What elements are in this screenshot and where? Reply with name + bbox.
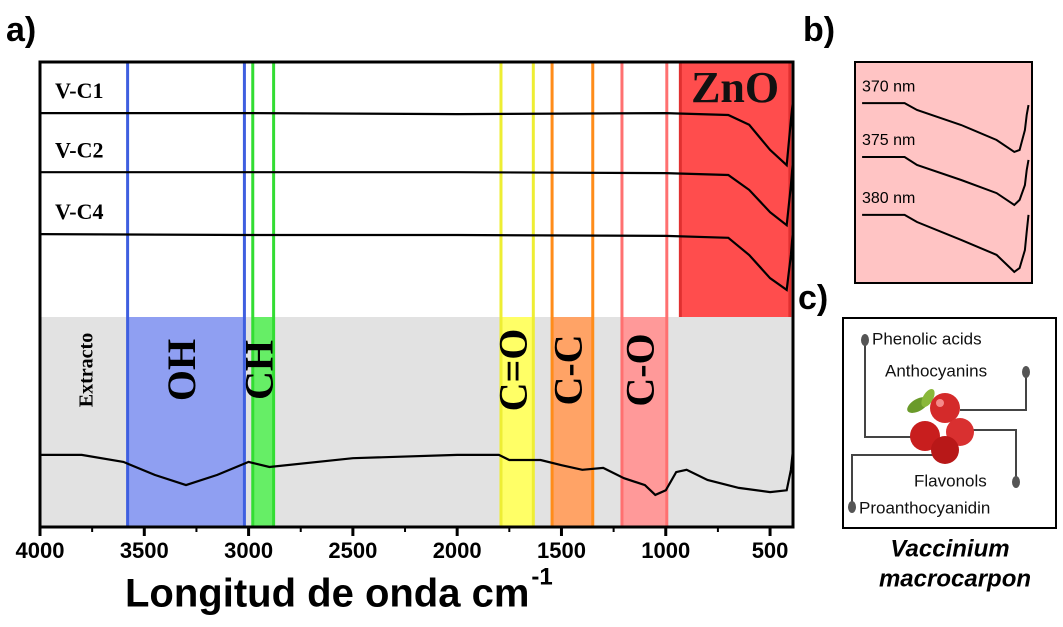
spectrum-line — [40, 99, 795, 168]
plot-frame — [38, 60, 795, 529]
band-label: ZnO — [691, 63, 779, 112]
panel-c: Phenolic acids Anthocyanins Flavonols Pr… — [842, 317, 1057, 592]
x-tick-label: 3000 — [224, 538, 273, 563]
band-label: C-O — [618, 333, 663, 406]
band — [680, 62, 790, 317]
x-axis-label-superscript: -1 — [531, 563, 552, 590]
series-label: V-C2 — [55, 137, 103, 162]
x-tick-label: 2500 — [328, 538, 377, 563]
panel-a: OH CH C=O C-C C-O ZnO V-C1 V-C2 V-C4 Extracto 4000… — [16, 60, 795, 616]
series-label: 370 nm — [862, 78, 915, 95]
band — [252, 317, 274, 527]
berries-icon — [907, 388, 974, 464]
band — [500, 317, 534, 527]
x-tick-label: 3500 — [120, 538, 169, 563]
band-label: C=O — [490, 329, 535, 412]
band — [552, 317, 593, 527]
series-label: Extracto — [76, 333, 98, 407]
x-tick-label: 500 — [752, 538, 789, 563]
species-name: Vaccinium — [890, 535, 1009, 562]
band-label: CH — [236, 340, 281, 400]
panel-b: 370 nm 375 nm 380 nm — [854, 61, 1033, 284]
species-name: macrocarpon — [879, 565, 1031, 592]
spectrum-line — [40, 160, 795, 228]
compound-label: Flavonols — [914, 471, 987, 490]
compound-label: Anthocyanins — [885, 361, 987, 380]
absorbance-line — [862, 213, 1030, 274]
spectrum-line — [39, 229, 795, 292]
x-tick-label: 1500 — [537, 538, 586, 563]
series-label: 375 nm — [862, 132, 915, 149]
series-label: 380 nm — [862, 190, 915, 207]
x-axis-label: Longitud de onda cm — [125, 572, 529, 616]
connector-dots — [848, 334, 1030, 513]
x-tick-label: 2000 — [433, 538, 482, 563]
compound-label: Proanthocyanidin — [859, 498, 990, 517]
band-label: C-C — [546, 334, 591, 405]
band-label: OH — [159, 339, 204, 401]
panel-label: c) — [798, 279, 828, 317]
x-tick-label: 1000 — [641, 538, 690, 563]
compound-label: Phenolic acids — [872, 329, 982, 348]
panel-label: a) — [6, 11, 36, 49]
absorbance-line — [862, 156, 1030, 207]
panel-background — [854, 61, 1033, 284]
x-tick-label: 4000 — [16, 538, 65, 563]
absorbance-line — [862, 102, 1030, 154]
band — [127, 317, 245, 527]
spectrum-line — [40, 449, 795, 497]
connectors — [851, 340, 1027, 507]
series-label: V-C4 — [55, 199, 103, 224]
series-label: V-C1 — [55, 78, 103, 103]
panel-label: b) — [803, 11, 835, 49]
